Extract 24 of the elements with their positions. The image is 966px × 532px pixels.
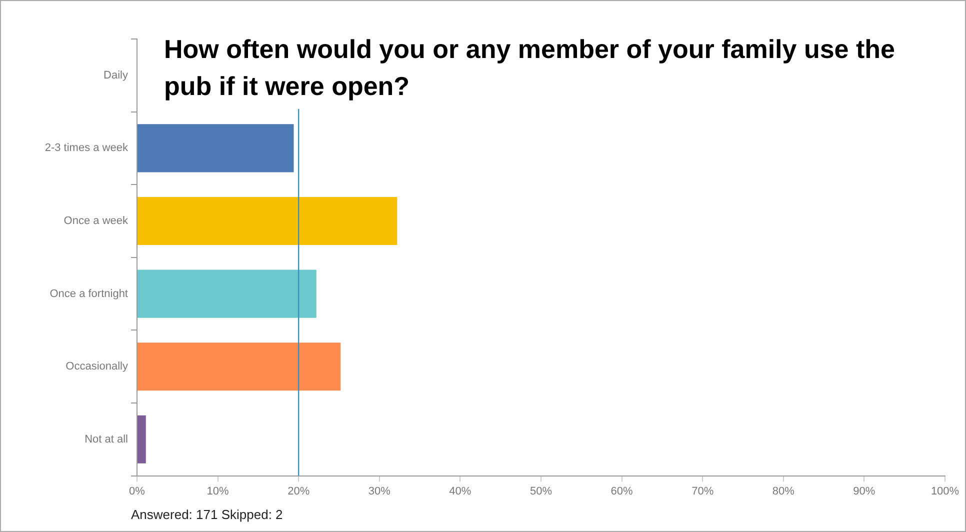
- x-tick-label: 50%: [530, 485, 552, 498]
- x-tick-label: 80%: [772, 485, 795, 498]
- y-tick-label: Once a week: [64, 215, 128, 228]
- y-tick-label: 2-3 times a week: [44, 142, 128, 154]
- x-tick-label: 10%: [206, 485, 230, 498]
- y-tick-label: Daily: [104, 69, 128, 82]
- bar: [138, 196, 398, 246]
- x-tick-label: 70%: [692, 485, 714, 498]
- x-tick-label: 0%: [129, 485, 146, 498]
- text: Answered: 171 Skipped: 2: [131, 507, 283, 522]
- x-tick-label: 90%: [853, 485, 876, 498]
- y-tick-label: Not at all: [84, 433, 128, 446]
- x-tick-label: 100%: [930, 485, 960, 498]
- x-tick-label: 30%: [368, 485, 391, 498]
- bar: [138, 415, 146, 464]
- text: How often would you or any member of your family use the pub if it were open?: [164, 33, 896, 103]
- x-tick-label: 60%: [610, 485, 634, 498]
- bar: [138, 124, 294, 172]
- y-tick-label: Once a fortnight: [50, 288, 128, 300]
- bar: [138, 270, 316, 318]
- x-tick-label: 40%: [449, 485, 472, 498]
- bar: [138, 342, 341, 391]
- x-tick-label: 20%: [288, 485, 310, 498]
- y-tick-label: Occasionally: [66, 360, 128, 373]
